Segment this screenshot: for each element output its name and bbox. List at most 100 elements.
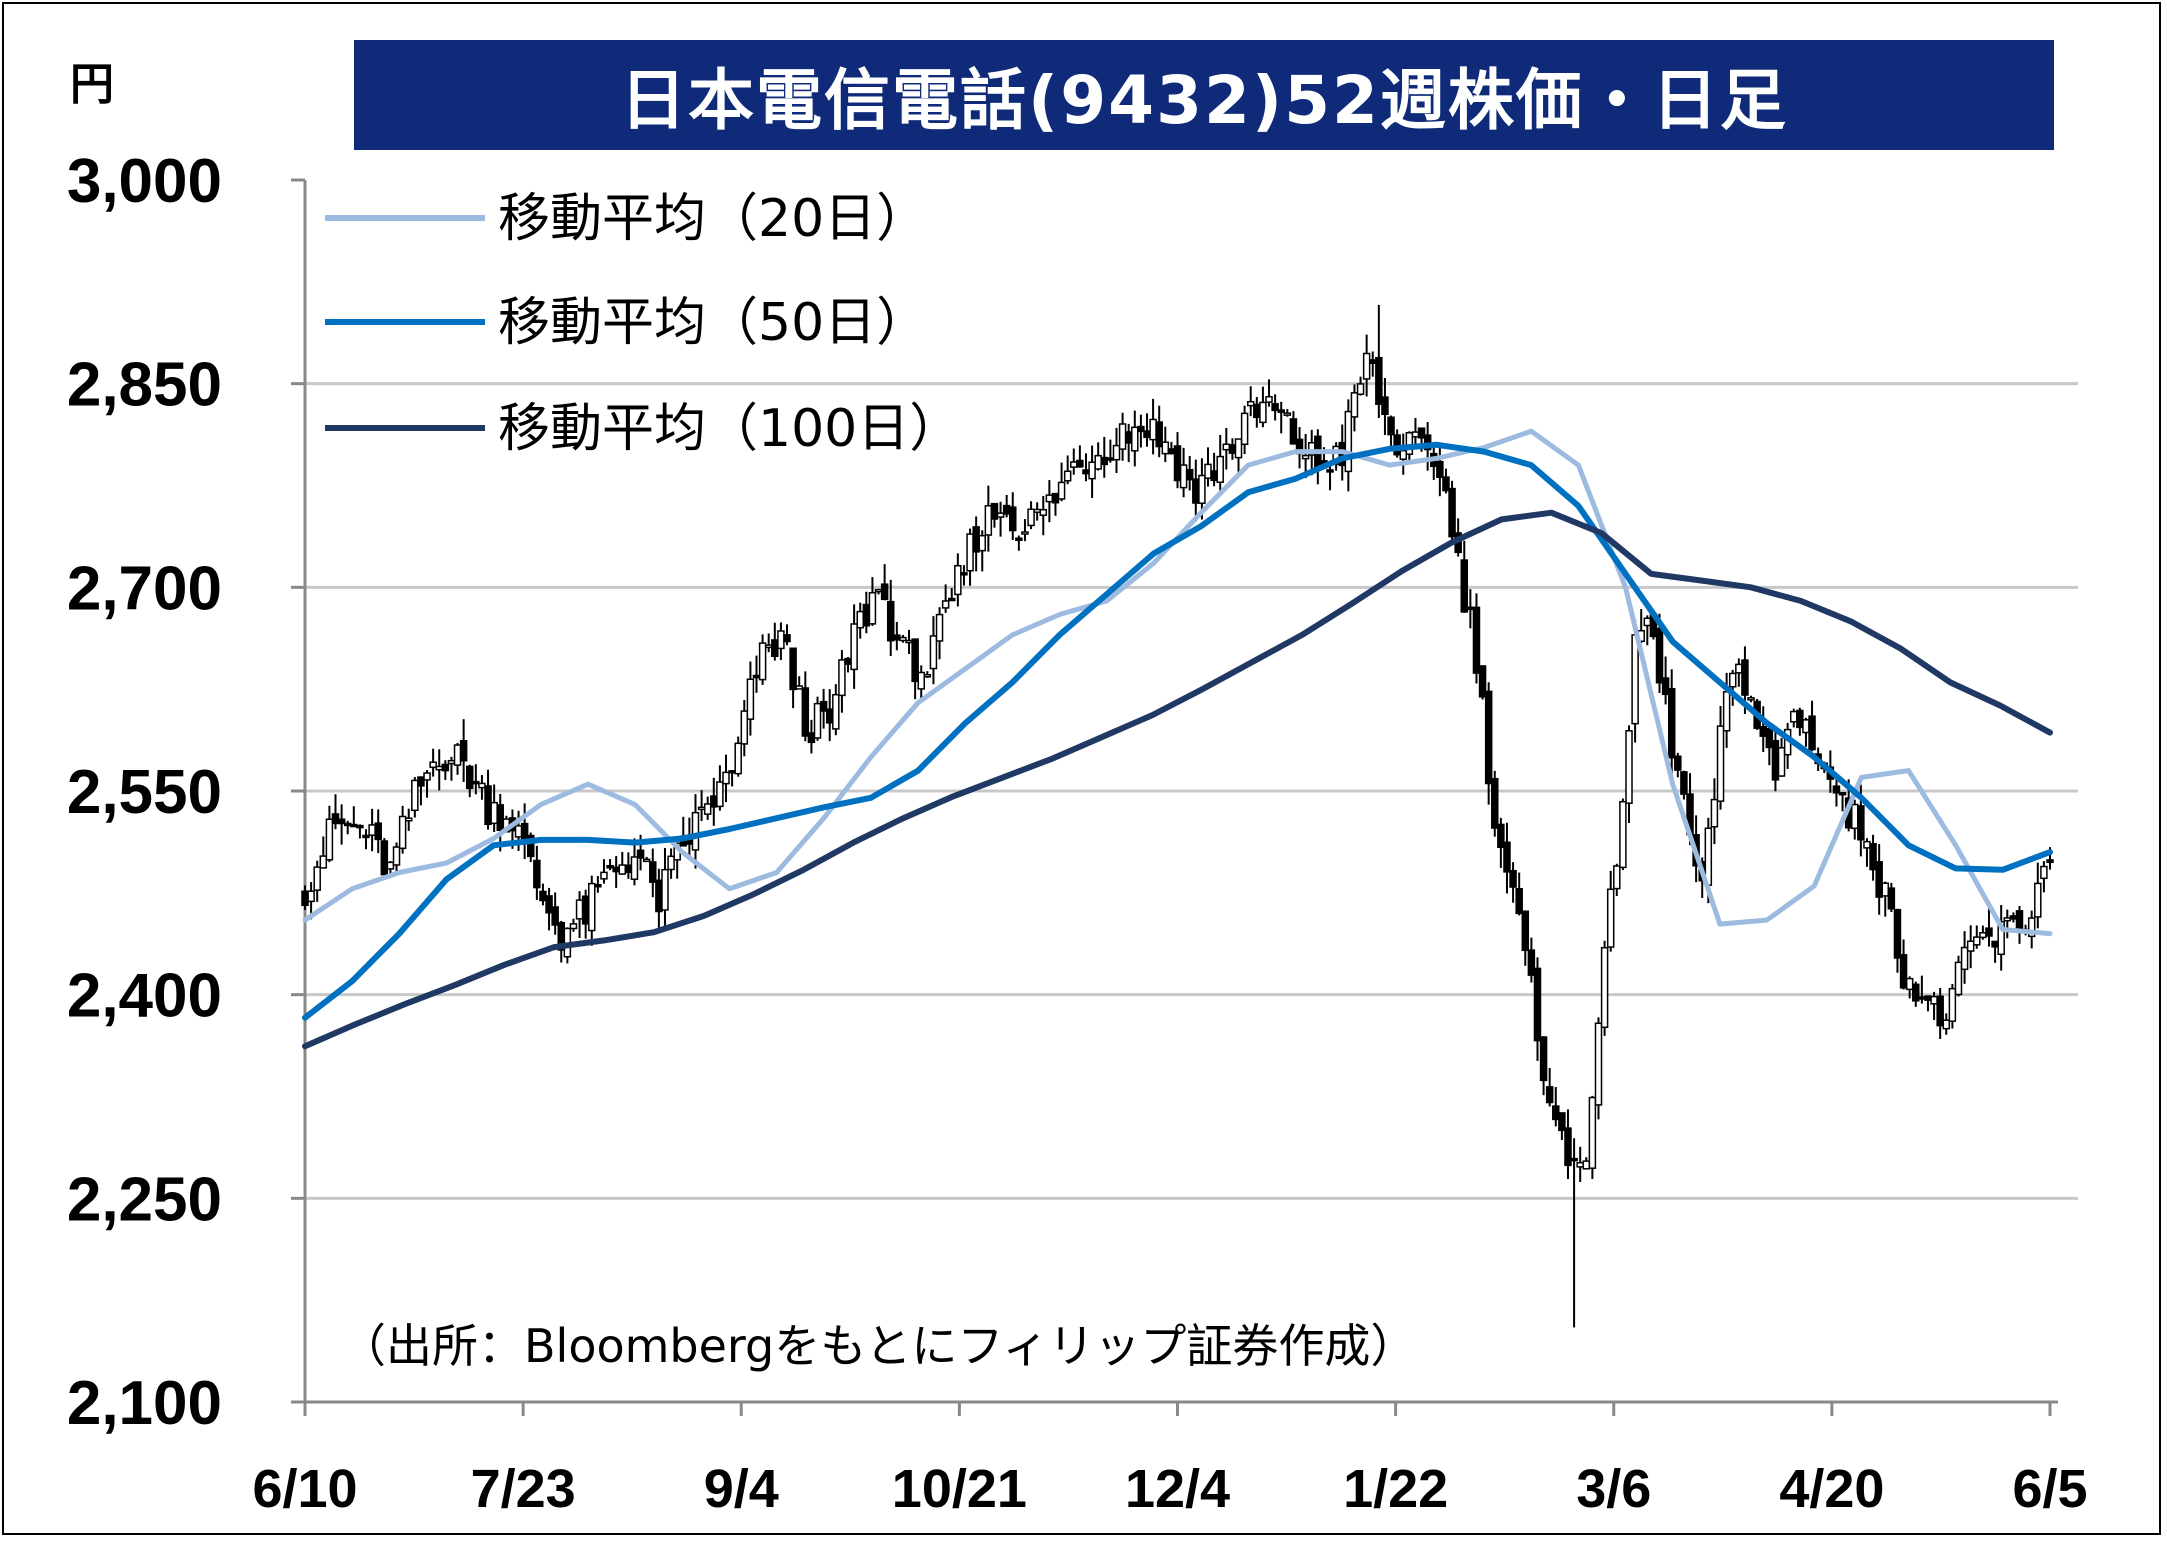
candle-body xyxy=(362,834,370,839)
candle-body xyxy=(624,864,633,874)
candle-body xyxy=(825,708,834,724)
candle-body xyxy=(886,600,895,642)
candle-body xyxy=(1484,690,1493,785)
candle-body xyxy=(1588,1096,1597,1169)
x-axis-ticks: 6/10 7/23 9/4 10/21 12/4 1/22 3/6 4/20 6/5 xyxy=(252,1459,2087,1519)
candle-body xyxy=(417,776,425,787)
candle-body xyxy=(1246,400,1255,407)
candle-body xyxy=(2009,915,2018,920)
candle-body xyxy=(1094,454,1102,470)
candle-body xyxy=(1613,865,1621,890)
candle-body xyxy=(1789,710,1798,723)
candle-body xyxy=(899,636,907,642)
candle-body xyxy=(1368,359,1377,365)
candle-body xyxy=(478,782,486,789)
candle-body xyxy=(1924,995,1932,1001)
candle-body xyxy=(368,824,376,836)
candle-body xyxy=(618,864,627,875)
candle-body xyxy=(832,693,840,730)
candle-body xyxy=(911,638,919,683)
candle-body xyxy=(1545,1086,1554,1104)
candle-body xyxy=(1228,444,1237,454)
candle-body xyxy=(838,659,846,697)
candle-body xyxy=(1289,418,1298,445)
candle-body xyxy=(691,811,700,851)
candle-body xyxy=(527,834,535,858)
candle-body xyxy=(1149,418,1157,441)
candle-body xyxy=(453,744,462,766)
candle-body xyxy=(1777,747,1786,777)
candle-body xyxy=(935,613,944,642)
candle-body xyxy=(1088,461,1096,480)
candle-body xyxy=(1881,882,1890,897)
candle-body xyxy=(2034,882,2042,918)
candle-body xyxy=(386,861,395,870)
candle-body xyxy=(1515,887,1523,915)
candle-body xyxy=(307,890,315,903)
candle-body xyxy=(1643,617,1652,627)
candle-body xyxy=(1710,798,1719,828)
candle-body xyxy=(1167,448,1176,455)
chart-title: 日本電信電話(9432)52週株価・日足 xyxy=(354,40,2054,150)
y-unit-label: 円 xyxy=(70,59,114,110)
candle-body xyxy=(2003,917,2012,922)
candle-body xyxy=(472,780,480,785)
y-axis-ticks: 3,000 2,850 2,700 2,550 2,400 2,250 2,100 xyxy=(67,147,222,1438)
candle-body xyxy=(1350,392,1359,418)
candle-body xyxy=(1765,727,1774,749)
candle-body xyxy=(2040,865,2048,880)
candle-body xyxy=(581,895,590,925)
candle-body xyxy=(1417,427,1426,439)
candle-body xyxy=(588,882,596,932)
candle-body xyxy=(1210,470,1218,482)
candle-body xyxy=(331,813,340,825)
candle-body xyxy=(1619,800,1627,869)
candle-body xyxy=(533,859,541,889)
candle-body xyxy=(1472,606,1481,674)
candle-body xyxy=(1979,932,1987,939)
candle-body xyxy=(1283,412,1292,416)
candle-body xyxy=(1070,461,1078,468)
candle-body xyxy=(594,883,602,888)
candle-body xyxy=(655,879,663,913)
candle-body xyxy=(716,781,724,808)
legend: 移動平均（20日） 移動平均（50日） 移動平均（100日） xyxy=(325,189,961,459)
ma100-line xyxy=(302,509,2053,1050)
candle-body xyxy=(1973,936,1981,946)
candle-body xyxy=(1002,504,1011,515)
candle-body xyxy=(612,866,620,873)
candle-body xyxy=(1954,961,1963,996)
candle-body xyxy=(447,759,456,765)
candle-body xyxy=(490,801,498,825)
candle-body xyxy=(1442,476,1450,492)
candle-body xyxy=(1960,946,1969,971)
candle-body xyxy=(1735,663,1743,674)
candle-body xyxy=(1137,425,1145,433)
legend-label-ma50: 移動平均（50日） xyxy=(498,293,928,353)
candle-body xyxy=(813,702,822,739)
candle-body xyxy=(1771,739,1780,781)
candle-body xyxy=(411,779,419,812)
candle-body xyxy=(636,849,645,859)
candle-body xyxy=(1936,995,1944,1027)
y-tick-label: 2,250 xyxy=(67,1165,222,1234)
candle-body xyxy=(1015,537,1023,541)
candle-body xyxy=(642,858,651,863)
candle-body xyxy=(868,592,877,625)
candle-body xyxy=(325,818,334,861)
candle-body xyxy=(1558,1112,1566,1132)
candle-body xyxy=(905,639,913,644)
chart-title-text: 日本電信電話(9432)52週株価・日足 xyxy=(620,62,1788,139)
candle-body xyxy=(703,803,712,815)
candle-body xyxy=(661,868,669,911)
candle-body xyxy=(1802,719,1810,734)
axes xyxy=(291,178,2058,1416)
candle-body xyxy=(1905,977,1914,991)
x-tick-label: 9/4 xyxy=(704,1459,779,1519)
candle-body xyxy=(1893,908,1902,959)
candle-body xyxy=(1722,691,1731,732)
candle-body xyxy=(1912,983,1920,1002)
x-tick-label: 7/23 xyxy=(471,1459,576,1519)
candle-body xyxy=(374,822,382,841)
candle-body xyxy=(1375,356,1383,405)
